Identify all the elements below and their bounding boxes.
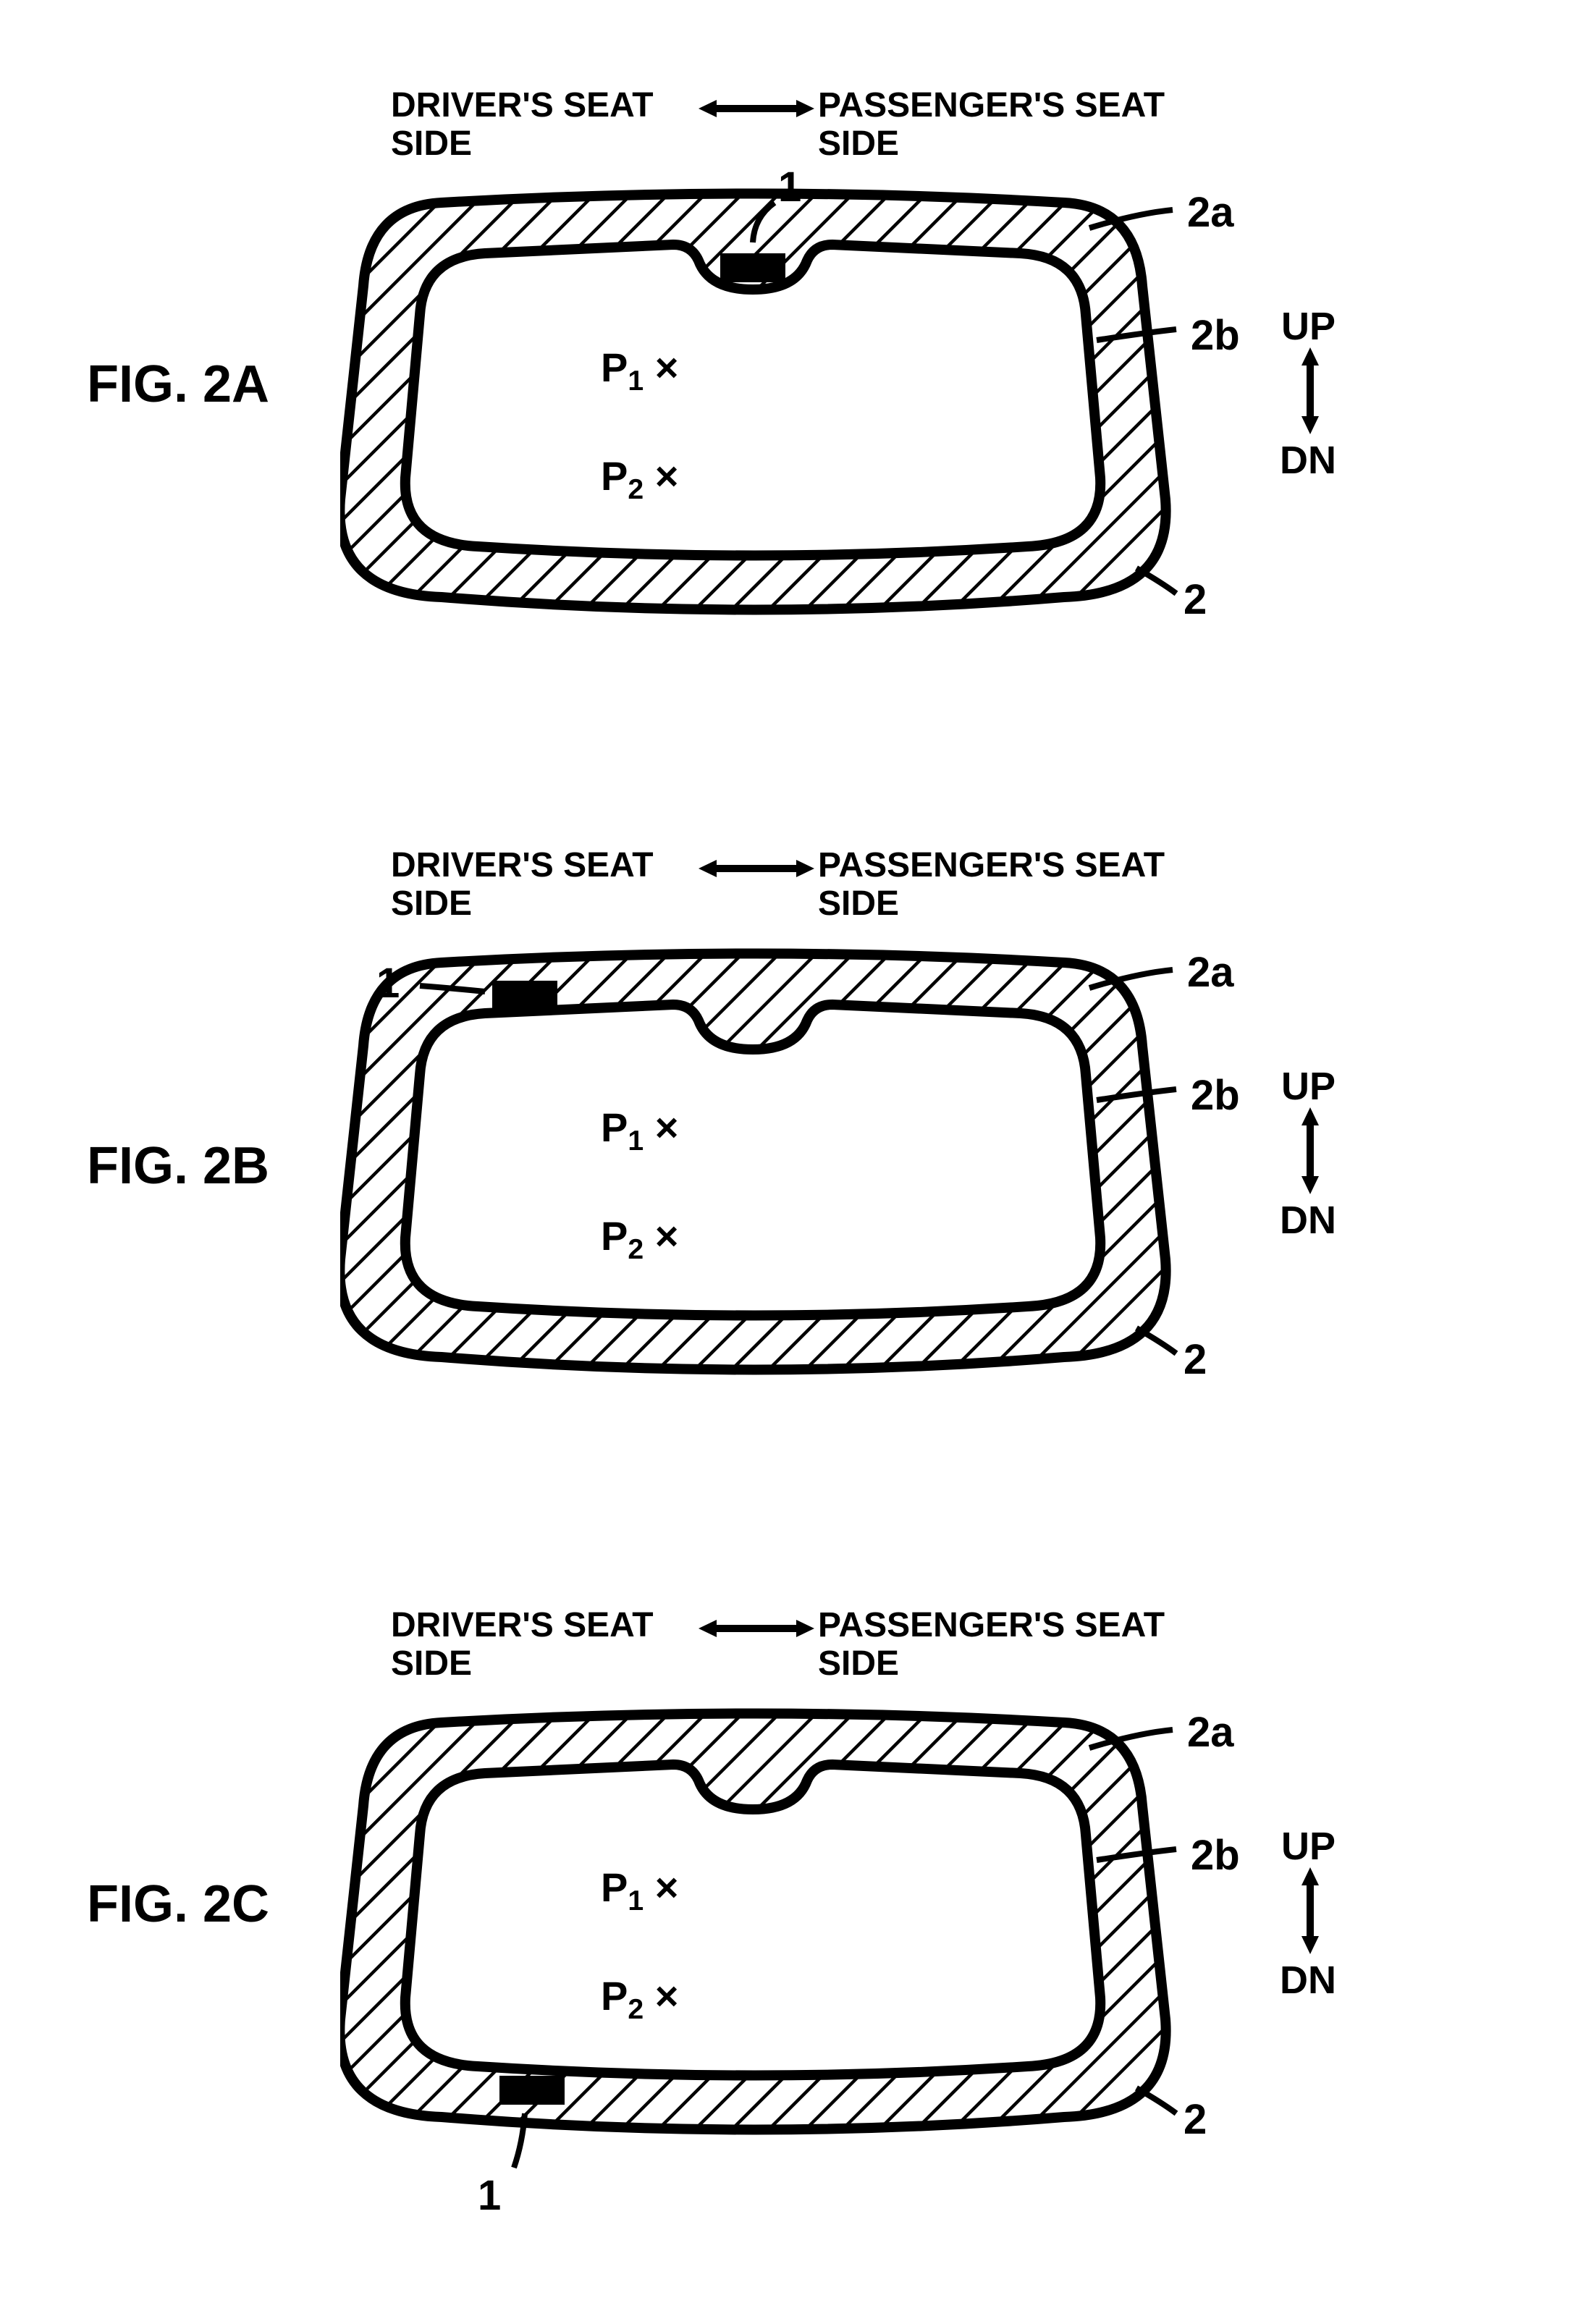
windshield-c [340, 1708, 1180, 2200]
arrow-vertical-icon [1296, 1107, 1325, 1194]
mark-p2: P2 × [601, 452, 678, 506]
arrow-horizontal-icon [699, 854, 814, 883]
label-dn: DN [1280, 1198, 1336, 1243]
label-up: UP [1281, 1824, 1336, 1869]
label-passenger-side: PASSENGER'S SEAT SIDE [818, 87, 1165, 164]
sensor-rect [720, 253, 785, 282]
mark-p2: P2 × [601, 1212, 678, 1266]
mark-p1: P1 × [601, 1864, 678, 1917]
label-up: UP [1281, 304, 1336, 349]
arrow-vertical-icon [1296, 1867, 1325, 1954]
ref-2b: 2b [1191, 311, 1240, 360]
label-passenger-side: PASSENGER'S SEAT SIDE [818, 847, 1165, 924]
mark-p2: P2 × [601, 1972, 678, 2026]
panel-fig-2a: FIG. 2A DRIVER'S SEAT SIDE PASSENGER'S S… [0, 43, 1578, 767]
mark-p1: P1 × [601, 1104, 678, 1157]
arrow-horizontal-icon [699, 94, 814, 123]
label-up: UP [1281, 1064, 1336, 1109]
ref-2: 2 [1184, 575, 1207, 624]
figure-label-b: FIG. 2B [87, 1136, 269, 1196]
windshield-b [340, 948, 1180, 1382]
ref-2b: 2b [1191, 1831, 1240, 1880]
ref-2a: 2a [1187, 948, 1234, 997]
ref-1: 1 [376, 959, 400, 1007]
sensor-rect [499, 2076, 565, 2105]
label-driver-side: DRIVER'S SEAT SIDE [391, 1607, 654, 1683]
figure-label-c: FIG. 2C [87, 1875, 269, 1934]
label-dn: DN [1280, 1958, 1336, 2003]
ref-1: 1 [478, 2171, 501, 2220]
arrow-horizontal-icon [699, 1614, 814, 1643]
panel-fig-2b: FIG. 2B DRIVER'S SEAT SIDE PASSENGER'S S… [0, 803, 1578, 1527]
mark-p1: P1 × [601, 344, 678, 397]
panel-fig-2c: FIG. 2C DRIVER'S SEAT SIDE PASSENGER'S S… [0, 1563, 1578, 2287]
ref-2a: 2a [1187, 1708, 1234, 1757]
ref-2: 2 [1184, 2095, 1207, 2144]
windshield-a [340, 188, 1180, 622]
ref-2b: 2b [1191, 1071, 1240, 1120]
label-driver-side: DRIVER'S SEAT SIDE [391, 87, 654, 164]
label-driver-side: DRIVER'S SEAT SIDE [391, 847, 654, 924]
arrow-vertical-icon [1296, 347, 1325, 434]
ref-2: 2 [1184, 1335, 1207, 1384]
ref-2a: 2a [1187, 188, 1234, 237]
label-passenger-side: PASSENGER'S SEAT SIDE [818, 1607, 1165, 1683]
label-dn: DN [1280, 438, 1336, 483]
sensor-rect [492, 981, 557, 1010]
figure-label-a: FIG. 2A [87, 355, 269, 414]
ref-1: 1 [778, 163, 801, 211]
